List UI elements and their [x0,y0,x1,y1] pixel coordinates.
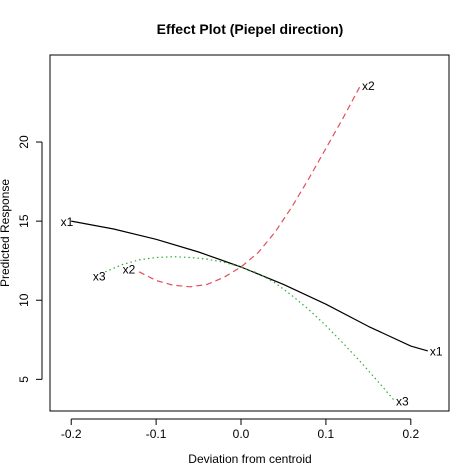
series-label-x2: x2 [362,79,375,93]
series-label-x1: x1 [61,215,74,229]
x-tick-label: -0.1 [146,427,167,441]
x-axis-label: Deviation from centroid [188,452,311,466]
series-label-x3: x3 [396,395,409,409]
series-line-x2 [138,86,361,288]
chart-title: Effect Plot (Piepel direction) [157,21,344,37]
series-labels: x1 x1 x2 x2 x3 x3 [61,79,443,409]
x-tick-label: -0.2 [61,427,82,441]
x-tick-label: 0.0 [233,427,250,441]
y-tick-label: 5 [17,376,31,383]
series-layer [71,86,428,401]
series-label-x2: x2 [123,262,136,276]
series-line-x3 [104,256,395,401]
x-tick-label: 0.2 [402,427,419,441]
x-tick-label: 0.1 [318,427,335,441]
y-tick-label: 10 [17,293,31,307]
series-line-x1 [71,220,428,352]
series-label-x1: x1 [430,345,443,359]
y-tick-label: 20 [17,135,31,149]
y-axis-label: Predicted Response [0,179,12,287]
plot-frame [49,54,450,412]
x-axis: -0.2 -0.1 0.0 0.1 0.2 [61,418,419,441]
series-label-x3: x3 [93,270,106,284]
y-axis: 5 10 15 20 [17,135,43,383]
y-tick-label: 15 [17,214,31,228]
